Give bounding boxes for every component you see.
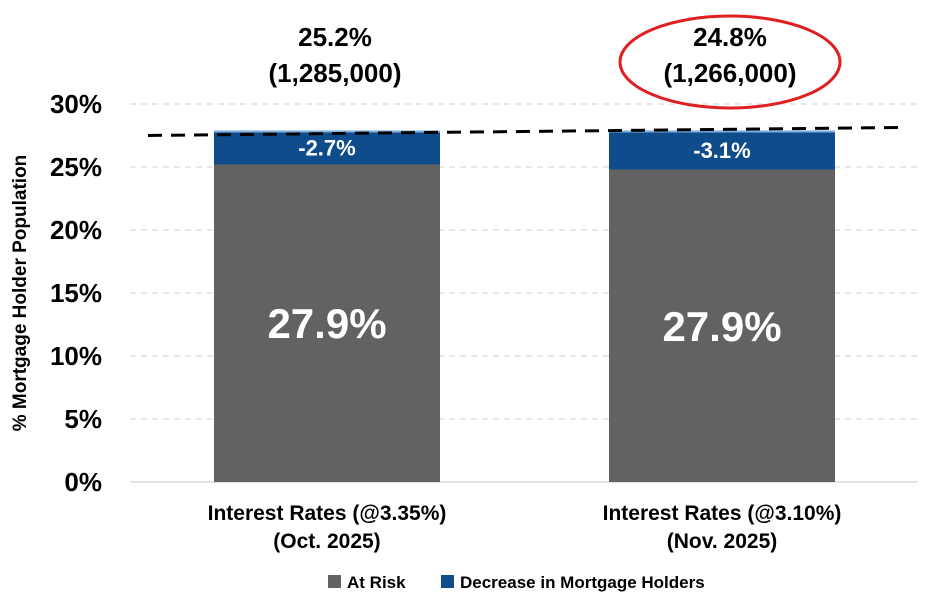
bar-decrease-label: -2.7% xyxy=(298,135,355,160)
top-annotation-percent: 24.8% xyxy=(693,22,767,52)
y-tick-label: 10% xyxy=(50,341,102,371)
x-category-sublabel: (Nov. 2025) xyxy=(667,530,778,553)
y-tick-label: 0% xyxy=(64,467,102,497)
y-axis-title: % Mortgage Holder Population xyxy=(10,155,31,432)
bar-at-risk-label: 27.9% xyxy=(662,303,781,350)
legend-swatch-at-risk xyxy=(328,575,341,588)
reference-dashed-line xyxy=(147,125,906,137)
x-category-label: Interest Rates (@3.10%) xyxy=(603,502,842,525)
bar-at-risk xyxy=(214,164,440,483)
legend-label-at-risk: At Risk xyxy=(347,573,406,592)
y-tick-label: 30% xyxy=(50,89,102,119)
x-category-sublabel: (Oct. 2025) xyxy=(273,530,380,553)
top-annotation-count: (1,285,000) xyxy=(269,58,402,88)
bar-at-risk-label: 27.9% xyxy=(267,300,386,347)
legend-swatch-decrease xyxy=(441,575,454,588)
bar-decrease xyxy=(214,130,440,165)
bars xyxy=(214,130,835,483)
labels: 27.9% -2.7% Interest Rates (@3.35%) (Oct. 2… xyxy=(147,14,906,553)
legend: At Risk Decrease in Mortgage Holders xyxy=(328,573,705,592)
y-tick-label: 5% xyxy=(64,404,102,434)
y-tick-label: 25% xyxy=(50,152,102,182)
top-annotation-percent: 25.2% xyxy=(298,22,372,52)
x-category-label: Interest Rates (@3.35%) xyxy=(208,502,447,525)
highlight-ellipse xyxy=(618,14,842,110)
top-annotation-count: (1,266,000) xyxy=(664,58,797,88)
y-tick-label: 15% xyxy=(50,278,102,308)
bar-at-risk xyxy=(609,169,835,482)
bar-decrease xyxy=(609,130,835,170)
y-tick-label: 20% xyxy=(50,215,102,245)
bar-decrease-label: -3.1% xyxy=(693,138,750,163)
legend-label-decrease: Decrease in Mortgage Holders xyxy=(460,573,705,592)
y-axis: 0% 5% 10% 15% 20% 25% 30% % Mortgage Holder Pop… xyxy=(10,89,102,497)
